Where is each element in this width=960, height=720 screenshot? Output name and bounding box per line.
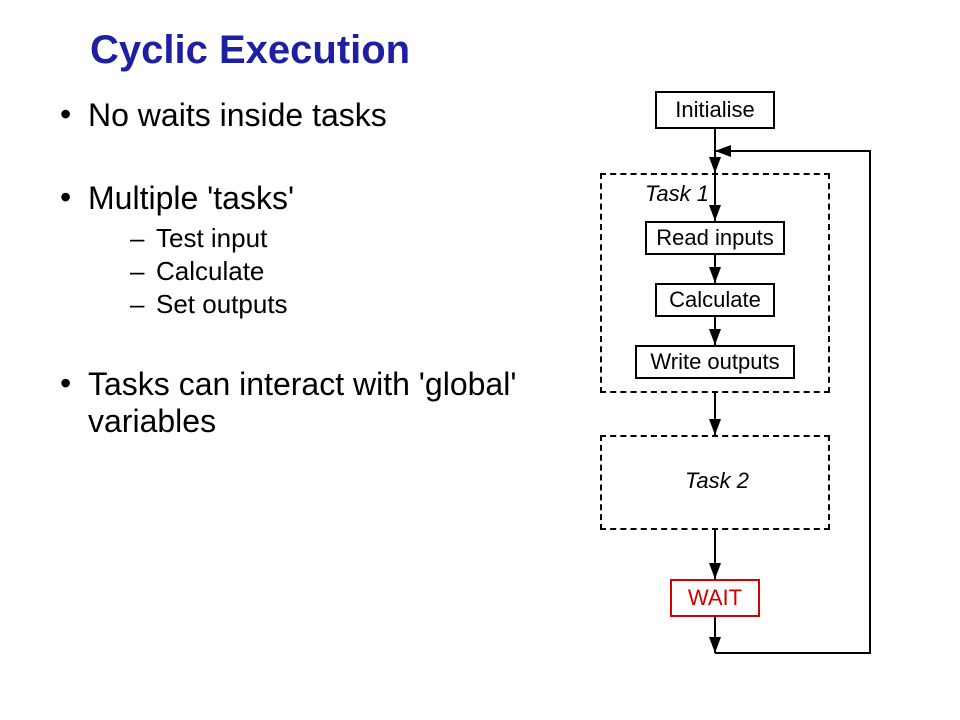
- bullet-column: No waits inside tasks Multiple 'tasks' Tes…: [60, 91, 560, 711]
- bullet-l1: Multiple 'tasks' Test inputCalculateSet o…: [60, 180, 560, 320]
- flow-node-init: Initialise: [655, 91, 775, 129]
- bullet-l1: No waits inside tasks: [60, 97, 560, 134]
- bullet-l2: Calculate: [130, 256, 560, 287]
- slide: Cyclic Execution No waits inside tasks Mu…: [0, 0, 960, 720]
- flow-node-task2: [600, 435, 830, 530]
- slide-title: Cyclic Execution: [90, 28, 920, 73]
- bullet-l2: Set outputs: [130, 289, 560, 320]
- bullet-l1-text: Tasks can interact with 'global' variabl…: [88, 366, 516, 439]
- flow-node-calc: Calculate: [655, 283, 775, 317]
- bullet-l1-text: No waits inside tasks: [88, 97, 387, 133]
- slide-body: No waits inside tasks Multiple 'tasks' Tes…: [60, 91, 920, 711]
- flow-node-read: Read inputs: [645, 221, 785, 255]
- bullet-l1: Tasks can interact with 'global' variabl…: [60, 366, 560, 440]
- flow-node-wait: WAIT: [670, 579, 760, 617]
- flow-node-write: Write outputs: [635, 345, 795, 379]
- bullet-l2: Test input: [130, 223, 560, 254]
- bullet-l1-text: Multiple 'tasks': [88, 180, 294, 216]
- flowchart: InitialiseTask 1Read inputsCalculateWrit…: [560, 91, 920, 711]
